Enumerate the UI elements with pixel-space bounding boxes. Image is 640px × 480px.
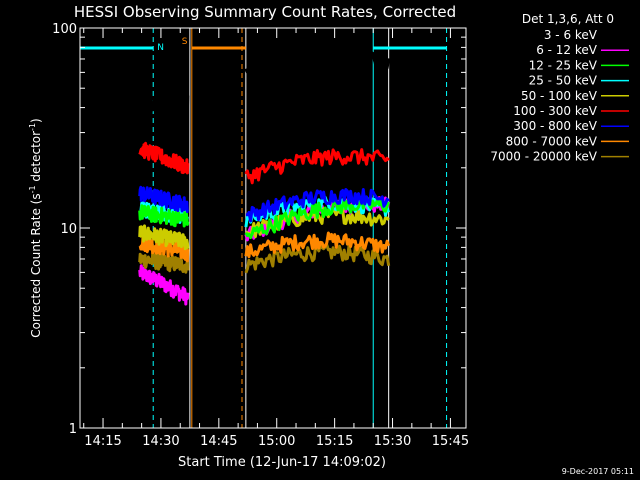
timestamp: 9-Dec-2017 05:11 <box>562 467 634 476</box>
series-trace <box>245 188 390 223</box>
legend-title: Det 1,3,6, Att 0 <box>522 12 614 26</box>
y-axis-label-mid: detector <box>29 131 43 186</box>
x-axis-label: Start Time (12-Jun-17 14:09:02) <box>178 455 386 470</box>
marker-label: N <box>157 43 164 53</box>
series-3-6kev <box>138 46 391 117</box>
series-trace <box>244 46 391 74</box>
x-tick-label: 15:15 <box>316 434 353 449</box>
x-tick-label: 15:45 <box>432 434 469 449</box>
legend-entry-label: 800 - 7000 keV <box>506 134 598 148</box>
series-trace <box>138 264 190 306</box>
y-axis-label: Corrected Count Rate (s-1 detector-1) <box>28 118 43 337</box>
legend-entry-label: 12 - 25 keV <box>529 58 598 72</box>
x-tick-label: 15:30 <box>374 434 411 449</box>
legend-entry-label: 100 - 300 keV <box>513 104 597 118</box>
series-trace <box>138 252 190 274</box>
series-trace <box>138 204 190 228</box>
legend-entry-label: 300 - 800 keV <box>513 119 597 133</box>
series-trace <box>244 148 390 185</box>
y-axis-label-sup1: -1 <box>28 185 37 193</box>
legend-entry-label: 25 - 50 keV <box>529 74 598 88</box>
marker-label: S <box>182 37 188 47</box>
series-trace <box>138 224 190 251</box>
x-tick-label: 14:30 <box>142 434 179 449</box>
y-tick-label: 1 <box>69 422 77 437</box>
x-tick-label: 14:15 <box>84 434 121 449</box>
y-tick-label: 10 <box>60 222 77 237</box>
series-trace <box>138 185 189 213</box>
chart-title: HESSI Observing Summary Count Rates, Cor… <box>74 3 456 21</box>
y-axis-label-end: ) <box>29 118 43 123</box>
legend-entry-label: 50 - 100 keV <box>521 89 598 103</box>
x-tick-label: 15:00 <box>258 434 295 449</box>
legend-entry-label: 3 - 6 keV <box>544 28 598 42</box>
y-axis-label-sup2: -1 <box>28 123 37 131</box>
series-trace <box>244 243 391 274</box>
y-axis-label-main: Corrected Count Rate (s <box>29 193 43 337</box>
x-tick-label: 14:45 <box>200 434 237 449</box>
legend-entry-label: 6 - 12 keV <box>536 43 598 57</box>
series-trace <box>138 141 190 175</box>
legend-entry-label: 7000 - 20000 keV <box>490 150 597 164</box>
series-trace <box>138 94 190 117</box>
series-300-800kev <box>138 185 390 223</box>
series-100-300kev <box>138 141 390 185</box>
y-tick-label: 100 <box>52 22 77 37</box>
series-trace <box>244 231 391 259</box>
